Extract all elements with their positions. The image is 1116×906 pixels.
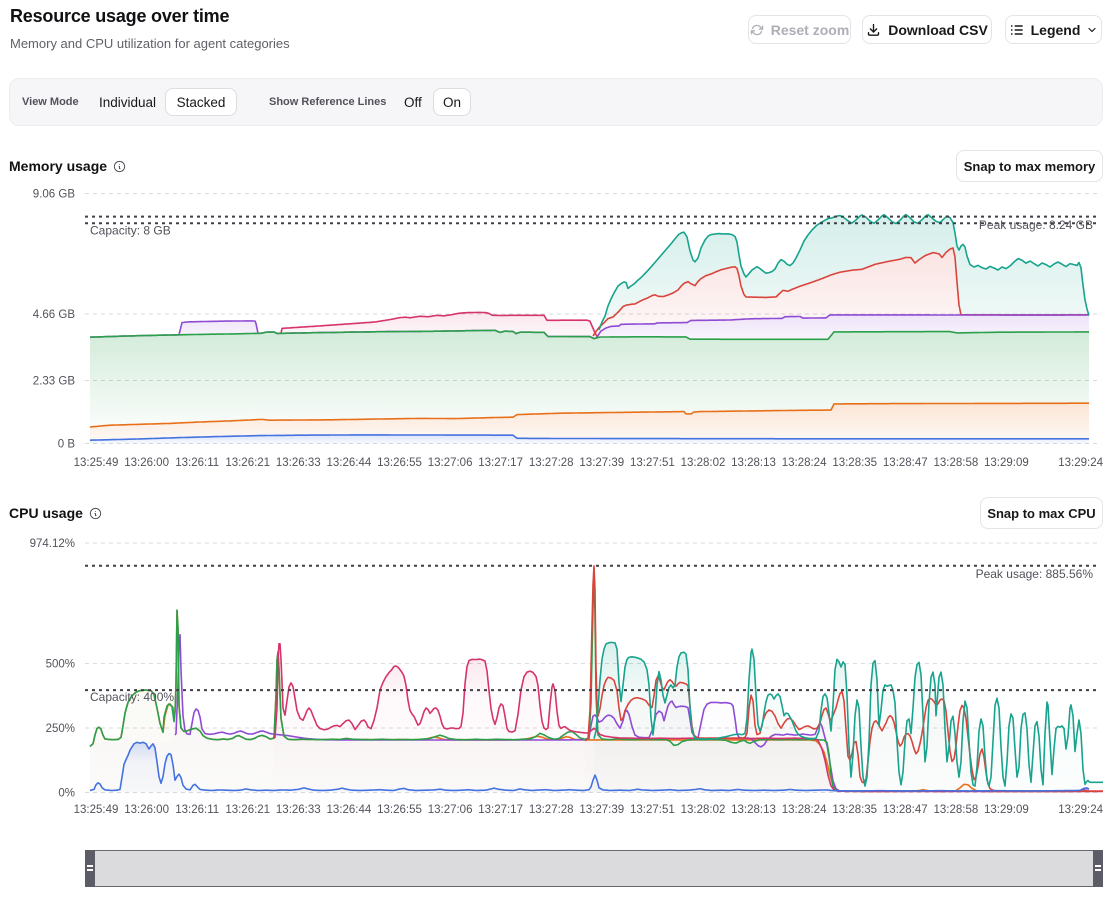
svg-text:4.66 GB: 4.66 GB	[33, 309, 76, 321]
svg-text:13:28:58: 13:28:58	[934, 457, 979, 469]
svg-text:13:26:21: 13:26:21	[225, 457, 270, 469]
svg-text:13:27:39: 13:27:39	[579, 457, 624, 469]
svg-text:Capacity: 8 GB: Capacity: 8 GB	[90, 224, 171, 238]
svg-text:13:26:44: 13:26:44	[327, 457, 372, 469]
svg-text:13:27:17: 13:27:17	[478, 804, 523, 816]
svg-text:13:26:11: 13:26:11	[175, 804, 219, 816]
svg-text:13:27:06: 13:27:06	[428, 457, 473, 469]
svg-text:13:27:17: 13:27:17	[478, 457, 523, 469]
svg-text:13:29:09: 13:29:09	[984, 457, 1029, 469]
svg-text:13:27:51: 13:27:51	[630, 457, 675, 469]
svg-text:Capacity: 400%: Capacity: 400%	[90, 690, 174, 704]
svg-text:13:27:06: 13:27:06	[428, 804, 473, 816]
svg-text:13:27:28: 13:27:28	[529, 804, 574, 816]
svg-text:13:28:58: 13:28:58	[934, 804, 979, 816]
svg-text:13:25:49: 13:25:49	[74, 804, 119, 816]
svg-text:Peak usage: 8.24 GB: Peak usage: 8.24 GB	[979, 218, 1093, 232]
svg-text:13:28:02: 13:28:02	[681, 804, 726, 816]
svg-text:500%: 500%	[46, 659, 75, 671]
svg-text:974.12%: 974.12%	[30, 538, 75, 550]
svg-text:13:28:35: 13:28:35	[832, 804, 877, 816]
svg-text:13:29:24: 13:29:24	[1058, 804, 1103, 816]
svg-text:13:28:47: 13:28:47	[883, 804, 928, 816]
svg-text:13:28:24: 13:28:24	[782, 804, 827, 816]
svg-text:13:28:35: 13:28:35	[832, 457, 877, 469]
svg-text:13:28:24: 13:28:24	[782, 457, 827, 469]
svg-text:13:26:21: 13:26:21	[225, 804, 270, 816]
svg-text:13:25:49: 13:25:49	[74, 457, 119, 469]
svg-text:13:28:02: 13:28:02	[681, 457, 726, 469]
svg-text:13:27:51: 13:27:51	[630, 804, 675, 816]
svg-text:0%: 0%	[58, 788, 75, 800]
svg-text:13:28:13: 13:28:13	[731, 457, 776, 469]
svg-text:13:29:24: 13:29:24	[1058, 457, 1103, 469]
svg-text:13:27:28: 13:27:28	[529, 457, 574, 469]
svg-text:13:26:00: 13:26:00	[124, 804, 169, 816]
svg-text:13:29:09: 13:29:09	[984, 804, 1029, 816]
svg-text:13:26:11: 13:26:11	[175, 457, 219, 469]
svg-text:13:26:55: 13:26:55	[377, 804, 422, 816]
svg-text:13:28:13: 13:28:13	[731, 804, 776, 816]
svg-text:9.06 GB: 9.06 GB	[33, 189, 76, 201]
svg-text:13:26:33: 13:26:33	[276, 804, 321, 816]
svg-text:0 B: 0 B	[58, 439, 76, 451]
svg-text:13:28:47: 13:28:47	[883, 457, 928, 469]
svg-text:13:27:39: 13:27:39	[579, 804, 624, 816]
svg-text:2.33 GB: 2.33 GB	[33, 376, 76, 388]
svg-text:13:26:44: 13:26:44	[327, 804, 372, 816]
svg-text:250%: 250%	[46, 723, 75, 735]
svg-text:13:26:33: 13:26:33	[276, 457, 321, 469]
svg-text:13:26:55: 13:26:55	[377, 457, 422, 469]
svg-text:13:26:00: 13:26:00	[124, 457, 169, 469]
svg-text:Peak usage: 885.56%: Peak usage: 885.56%	[976, 567, 1094, 581]
